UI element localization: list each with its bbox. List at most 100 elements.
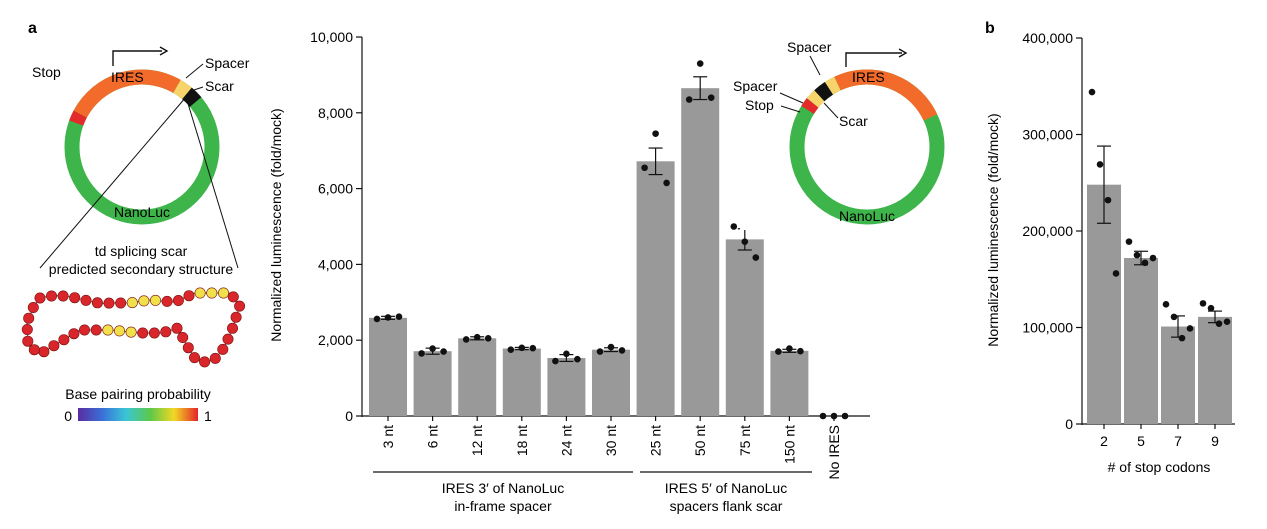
inset-nanoluc-label: NanoLuc	[839, 208, 895, 224]
data-point	[429, 345, 436, 352]
bar	[458, 338, 497, 416]
nucleotide	[114, 325, 126, 337]
data-point	[730, 223, 738, 230]
bar	[1124, 258, 1158, 424]
inset-stop-segment	[801, 98, 819, 114]
nucleotide	[103, 297, 115, 309]
nucleotide	[57, 290, 69, 302]
plasmid-diagram-inset: Spacer IRES Spacer Stop Scar NanoLuc	[733, 30, 950, 230]
nucleotide	[79, 324, 91, 336]
data-point	[1141, 259, 1149, 267]
inset-scar-segment	[814, 82, 834, 102]
plasmid-diagram-left: Stop IRES Spacer Scar NanoLuc	[32, 46, 250, 269]
nucleotide	[69, 292, 81, 304]
base-pairing-title: Base pairing probability	[65, 386, 211, 402]
structure-title-line2: predicted secondary structure	[49, 261, 234, 277]
chart-b: Normalized luminescence (fold/mock) 0 100…	[985, 30, 1235, 475]
x-tick-label: 6 nt	[425, 425, 441, 448]
nucleotide	[90, 324, 102, 336]
zoom-line-left	[39, 96, 187, 269]
data-point	[841, 412, 849, 420]
data-point	[529, 344, 537, 352]
nucleotide	[177, 331, 189, 343]
inset-scar-label: Scar	[839, 113, 868, 129]
nucleotide	[227, 322, 239, 334]
chart-b-ylabel: Normalized luminescence (fold/mock)	[985, 113, 1001, 346]
data-point	[1088, 88, 1096, 96]
inset-spacer-top-label: Spacer	[787, 39, 832, 55]
nucleotide	[126, 297, 138, 309]
group-label-left-line2: in-frame spacer	[454, 498, 552, 514]
nucleotide	[137, 327, 149, 339]
data-point	[596, 348, 604, 355]
bar	[681, 88, 720, 416]
bar	[413, 351, 452, 416]
data-point	[1096, 161, 1104, 168]
data-point	[574, 355, 581, 363]
y-tick-label: 200,000	[1022, 223, 1073, 239]
ires-segment	[73, 69, 181, 118]
rna-secondary-structure	[21, 287, 246, 368]
nucleotide	[91, 297, 103, 309]
data-point	[1133, 251, 1141, 259]
stop-segment	[69, 110, 87, 126]
data-point	[607, 343, 615, 351]
scar-label: Scar	[205, 78, 234, 94]
bar	[1087, 184, 1121, 424]
nucleotide	[161, 295, 173, 307]
chart-b-x-ticks: 2 5 7 9	[1100, 424, 1219, 449]
group-label-right-line2: spacers flank scar	[670, 498, 783, 514]
inset-stop-leader	[780, 105, 801, 113]
bar	[547, 358, 586, 416]
data-point	[563, 350, 570, 358]
data-point	[552, 357, 559, 365]
data-point	[1223, 318, 1231, 326]
data-point	[518, 344, 526, 352]
nucleotide	[218, 287, 230, 299]
data-point	[819, 412, 827, 420]
data-point	[462, 336, 470, 343]
nucleotide	[34, 292, 46, 304]
data-point	[1112, 270, 1120, 277]
nucleotide	[21, 323, 33, 335]
scar-segment	[182, 87, 202, 107]
chart-b-xlabel: # of stop codons	[1108, 459, 1211, 475]
x-tick-label: 50 nt	[692, 425, 708, 456]
data-point	[752, 254, 760, 261]
data-point	[652, 130, 659, 137]
nucleotide	[150, 294, 162, 306]
nucleotide	[206, 287, 218, 299]
x-tick-label: 150 nt	[781, 425, 797, 464]
nucleotide	[194, 287, 206, 299]
nucleotide	[58, 334, 70, 346]
data-point	[775, 348, 782, 355]
data-point	[707, 94, 715, 101]
nucleotide	[138, 295, 150, 307]
nucleotide	[182, 342, 194, 354]
y-tick-label: 4,000	[318, 256, 353, 272]
inset-arrow-head-icon	[898, 48, 908, 58]
bar	[502, 348, 541, 416]
nucleotide	[172, 294, 184, 306]
nucleotide	[102, 324, 114, 336]
inset-spacer-top-leader	[809, 55, 821, 76]
nucleotide	[22, 335, 34, 347]
nucleotide	[227, 291, 239, 303]
x-tick-label: 24 nt	[558, 425, 574, 456]
data-point	[618, 347, 626, 354]
nucleotide	[234, 300, 246, 312]
data-point	[663, 179, 670, 187]
x-tick-label: 18 nt	[514, 425, 530, 456]
x-tick-label: 3 nt	[380, 425, 396, 448]
nucleotide	[115, 297, 127, 309]
data-point	[484, 335, 492, 342]
data-point	[473, 333, 481, 341]
data-point	[1170, 313, 1178, 321]
data-point	[696, 60, 704, 67]
y-tick-label: 6,000	[318, 181, 353, 197]
data-point	[373, 315, 381, 323]
inset-promoter-arrow	[845, 52, 902, 67]
spacer-label: Spacer	[205, 55, 250, 71]
nucleotide	[230, 311, 242, 323]
